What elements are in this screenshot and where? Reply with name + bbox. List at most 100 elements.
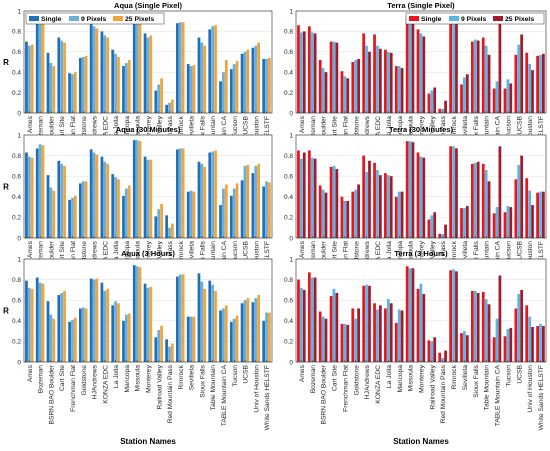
bar [135,140,139,238]
bar [386,175,390,238]
bar [132,140,136,238]
bar [117,56,120,113]
bar [186,316,190,362]
bar [357,308,360,362]
bar [498,275,502,362]
bar [46,175,50,238]
bar [232,318,236,362]
bar [441,233,445,238]
x-tick-label: Maricopa [124,116,131,144]
bar [397,66,401,113]
bar [132,17,136,113]
y-tick-label: 0.8 [12,153,21,160]
bar [405,18,409,113]
x-tick-label: HJAndrews [92,364,99,399]
bar [400,191,404,238]
bar [95,154,99,238]
bar [224,59,228,113]
bar [481,37,485,113]
bar [460,84,463,113]
bar [149,35,153,114]
bar [165,339,168,362]
bar [297,150,300,238]
bar [122,66,125,113]
bar [302,152,306,238]
bar [125,63,128,113]
bar [232,188,236,238]
bar [246,164,250,238]
bar [30,44,34,113]
bar [165,104,168,113]
bar [84,55,88,113]
y-tick-label: 1 [17,132,21,139]
bar [354,59,358,113]
bar [525,178,529,238]
x-tick-label: Bozeman [310,116,317,145]
bar [265,58,268,113]
bar [203,288,207,362]
bar [362,33,366,113]
x-tick-label: Tucson [505,241,512,263]
bar [73,317,77,362]
bar [503,88,507,113]
y-tick-label: 0.2 [12,215,21,222]
y-tick-label: 1 [17,8,21,15]
bar [224,305,228,362]
x-tick-label: Univ of Houston [527,365,534,413]
x-tick-label: Sevilleta [189,241,196,267]
bar [506,206,510,238]
bar [430,90,434,113]
y-tick-label: 0 [289,235,293,242]
bar [368,51,371,113]
bar [84,308,88,362]
bar [189,190,193,238]
bar [68,199,71,238]
bar [92,26,96,113]
bar [254,298,258,362]
bar [520,34,524,113]
bar [165,215,168,238]
bar [297,25,300,114]
bar [219,205,222,238]
x-tick-label: Ames [27,115,34,133]
bar [408,141,412,238]
x-tick-label: Railroad Valley [156,364,163,409]
bar [324,318,328,362]
x-tick-label: Maricopa [397,116,404,144]
y-tick-label: 0.6 [284,174,293,181]
bar [335,168,339,238]
bar [517,294,521,362]
bar [251,47,255,113]
bar [192,65,196,113]
bar [536,325,539,362]
bar [455,148,458,238]
bar [135,17,139,113]
bar [30,288,34,362]
bar [362,285,366,362]
bar [197,37,201,113]
bar [246,49,250,113]
bar [433,212,437,238]
bar [514,54,518,113]
bar [63,290,66,362]
bar [487,304,491,362]
y-tick-label: 0.6 [284,49,293,56]
bar [219,310,222,362]
plot-frame [295,258,547,363]
bar [531,205,534,238]
bar [197,161,201,238]
bar [444,224,447,238]
bar [92,279,96,362]
bar [160,325,163,362]
bar [416,288,420,362]
legend-swatch [69,16,79,21]
bar [318,311,322,362]
bar [106,163,110,238]
chart-panel-5: 0 0.2 0.4 0.6 0.8 1 Ames Bozeman BSRN BAO Boulde… [3,249,273,446]
bar [400,310,404,362]
bar [25,152,28,238]
bar [318,185,322,238]
y-axis-label: R [3,183,9,192]
